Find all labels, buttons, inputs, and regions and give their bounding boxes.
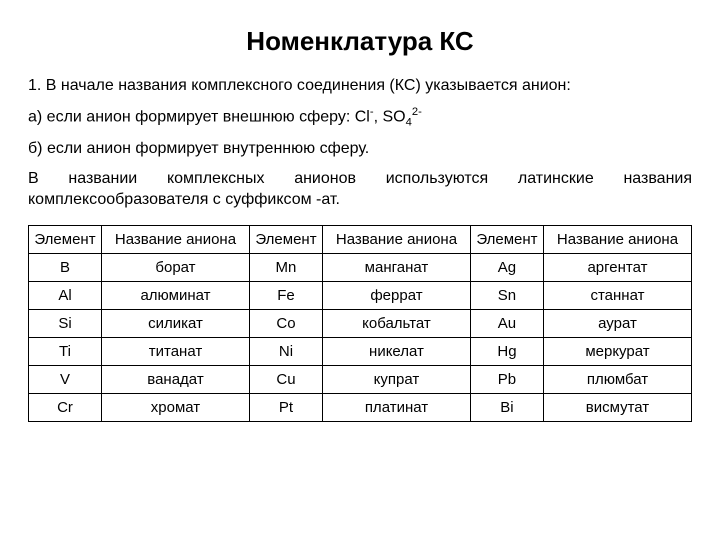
cell-element: V: [29, 366, 102, 394]
page-title: Номенклатура КС: [28, 26, 692, 57]
paragraph-4: В названии комплексных анионов использую…: [28, 168, 692, 211]
cell-element: B: [29, 254, 102, 282]
cell-anion: никелат: [322, 338, 470, 366]
cell-element: Sn: [470, 282, 543, 310]
p2-text-mid: , SO: [374, 108, 406, 125]
header-element-3: Элемент: [470, 226, 543, 254]
cell-anion: купрат: [322, 366, 470, 394]
cell-anion: аргентат: [543, 254, 691, 282]
cell-anion: манганат: [322, 254, 470, 282]
cell-anion: ванадат: [101, 366, 249, 394]
p2-sub: 4: [406, 116, 412, 128]
header-anion-2: Название аниона: [322, 226, 470, 254]
cell-anion: плюмбат: [543, 366, 691, 394]
table-row: SiсиликатCoкобальтатAuаурат: [29, 310, 692, 338]
cell-anion: феррат: [322, 282, 470, 310]
table-row: VванадатCuкупратPbплюмбат: [29, 366, 692, 394]
cell-anion: платинат: [322, 394, 470, 422]
cell-element: Si: [29, 310, 102, 338]
cell-element: Au: [470, 310, 543, 338]
cell-anion: алюминат: [101, 282, 249, 310]
cell-element: Ti: [29, 338, 102, 366]
cell-element: Co: [249, 310, 322, 338]
p2-text-pre: а) если анион формирует внешнюю сферу: C…: [28, 108, 370, 125]
nomenclature-table: Элемент Название аниона Элемент Название…: [28, 225, 692, 422]
cell-element: Fe: [249, 282, 322, 310]
paragraph-1: 1. В начале названия комплексного соедин…: [28, 75, 692, 97]
header-element-1: Элемент: [29, 226, 102, 254]
cell-element: Bi: [470, 394, 543, 422]
cell-element: Hg: [470, 338, 543, 366]
cell-element: Al: [29, 282, 102, 310]
cell-anion: кобальтат: [322, 310, 470, 338]
paragraph-3: б) если анион формирует внутреннюю сферу…: [28, 138, 692, 160]
cell-anion: борат: [101, 254, 249, 282]
cell-anion: хромат: [101, 394, 249, 422]
table-body: BборатMnманганатAgаргентатAlалюминатFeфе…: [29, 254, 692, 422]
cell-element: Ni: [249, 338, 322, 366]
cell-element: Cu: [249, 366, 322, 394]
paragraph-2: а) если анион формирует внешнюю сферу: C…: [28, 105, 692, 131]
p2-sup2: 2-: [412, 106, 422, 118]
cell-anion: титанат: [101, 338, 249, 366]
table-header-row: Элемент Название аниона Элемент Название…: [29, 226, 692, 254]
header-anion-3: Название аниона: [543, 226, 691, 254]
cell-element: Cr: [29, 394, 102, 422]
header-element-2: Элемент: [249, 226, 322, 254]
table-row: AlалюминатFeферратSnстаннат: [29, 282, 692, 310]
cell-element: Ag: [470, 254, 543, 282]
cell-element: Pb: [470, 366, 543, 394]
cell-anion: силикат: [101, 310, 249, 338]
cell-anion: меркурат: [543, 338, 691, 366]
cell-anion: станнат: [543, 282, 691, 310]
cell-element: Pt: [249, 394, 322, 422]
table-row: BборатMnманганатAgаргентат: [29, 254, 692, 282]
table-row: TiтитанатNiникелатHgмеркурат: [29, 338, 692, 366]
cell-element: Mn: [249, 254, 322, 282]
table-row: CrхроматPtплатинатBiвисмутат: [29, 394, 692, 422]
cell-anion: аурат: [543, 310, 691, 338]
cell-anion: висмутат: [543, 394, 691, 422]
header-anion-1: Название аниона: [101, 226, 249, 254]
